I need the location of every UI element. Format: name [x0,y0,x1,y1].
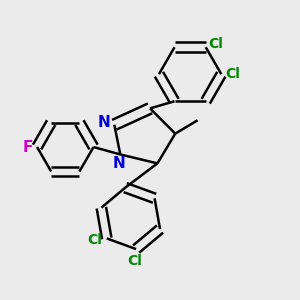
Text: Cl: Cl [87,233,102,247]
Text: N: N [98,115,110,130]
Text: Cl: Cl [127,254,142,268]
Text: F: F [23,140,34,154]
Text: Cl: Cl [225,67,240,81]
Text: Cl: Cl [208,37,223,51]
Text: N: N [112,157,125,172]
